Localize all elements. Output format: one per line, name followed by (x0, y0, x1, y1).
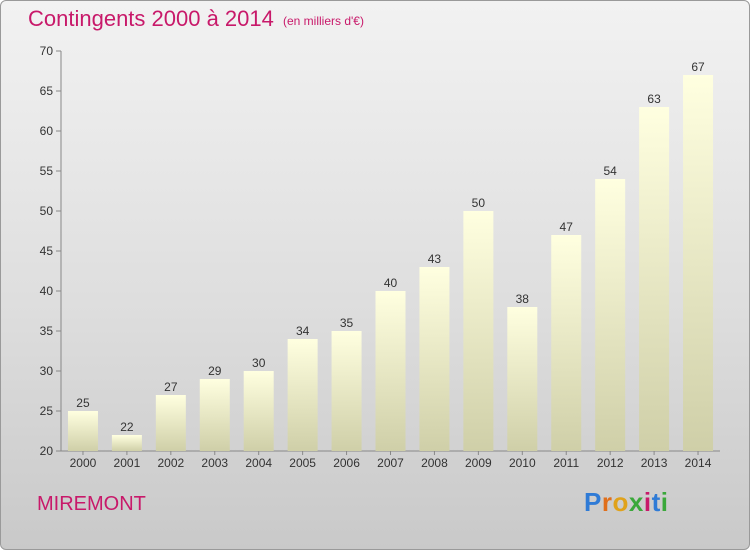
x-tick-label-2004: 2004 (245, 456, 272, 470)
x-tick-label-2000: 2000 (70, 456, 97, 470)
x-tick-label-2005: 2005 (289, 456, 316, 470)
logo-letter: P (584, 487, 602, 517)
x-tick-label-2007: 2007 (377, 456, 404, 470)
y-tick-label: 35 (40, 324, 54, 338)
bar-2009 (463, 211, 494, 451)
y-tick-label: 20 (40, 444, 54, 458)
data-label-2010: 38 (516, 292, 530, 306)
bar-2004 (243, 371, 274, 451)
data-label-2013: 63 (647, 92, 661, 106)
bar-2013 (639, 107, 670, 451)
y-tick-label: 45 (40, 244, 54, 258)
data-label-2001: 22 (120, 420, 134, 434)
y-tick-label: 30 (40, 364, 54, 378)
logo-letter: t (651, 487, 661, 517)
x-tick-label-2014: 2014 (685, 456, 712, 470)
bar-2003 (199, 379, 230, 451)
data-label-2014: 67 (691, 60, 705, 74)
x-tick-label-2003: 2003 (201, 456, 228, 470)
data-label-2009: 50 (472, 196, 486, 210)
bar-2012 (595, 179, 626, 451)
logo-letter: i (643, 487, 652, 517)
data-label-2006: 35 (340, 316, 354, 330)
y-tick-label: 25 (40, 404, 54, 418)
x-tick-label-2010: 2010 (509, 456, 536, 470)
x-tick-label-2013: 2013 (641, 456, 668, 470)
x-tick-label-2012: 2012 (597, 456, 624, 470)
bar-2014 (683, 75, 714, 451)
data-label-2007: 40 (384, 276, 398, 290)
data-label-2005: 34 (296, 324, 310, 338)
chart-subtitle: (en milliers d'€) (283, 14, 364, 28)
city-name: MIREMONT (37, 493, 146, 515)
x-tick-label-2006: 2006 (333, 456, 360, 470)
x-tick-label-2011: 2011 (553, 456, 579, 470)
y-tick-label: 50 (40, 204, 54, 218)
x-tick-label-2009: 2009 (465, 456, 492, 470)
y-tick-label: 65 (40, 84, 54, 98)
x-tick-label-2001: 2001 (114, 456, 141, 470)
chart-title: Contingents 2000 à 2014 (28, 6, 274, 31)
logo-letter: x (628, 487, 644, 517)
bar-2008 (419, 267, 450, 451)
bar-2005 (287, 339, 318, 451)
bar-2010 (507, 307, 538, 451)
data-label-2002: 27 (164, 380, 178, 394)
y-tick-label: 40 (40, 284, 54, 298)
x-tick-label-2002: 2002 (157, 456, 184, 470)
chart-data-labels: 25 2000 22 2001 27 2002 29 2003 30 2004 34 2005 35 20… (70, 60, 712, 470)
bar-2006 (331, 331, 362, 451)
logo-letter: r (601, 487, 613, 517)
data-label-2008: 43 (428, 252, 442, 266)
y-tick-label: 60 (40, 124, 54, 138)
data-label-2003: 29 (208, 364, 222, 378)
bar-2011 (551, 235, 582, 451)
data-label-2004: 30 (252, 356, 266, 370)
data-label-2012: 54 (603, 164, 617, 178)
data-label-2011: 47 (560, 220, 574, 234)
bar-2001 (111, 435, 142, 451)
x-tick-label-2008: 2008 (421, 456, 448, 470)
proxiti-logo: Proxiti (584, 487, 668, 518)
bar-2007 (375, 291, 406, 451)
y-tick-label: 70 (40, 44, 54, 58)
bar-2000 (67, 411, 98, 451)
bar-2002 (155, 395, 186, 451)
logo-letter: i (660, 487, 669, 517)
y-tick-label: 55 (40, 164, 54, 178)
logo-letter: o (612, 487, 629, 517)
data-label-2000: 25 (76, 396, 90, 410)
chart-bars (67, 75, 714, 451)
